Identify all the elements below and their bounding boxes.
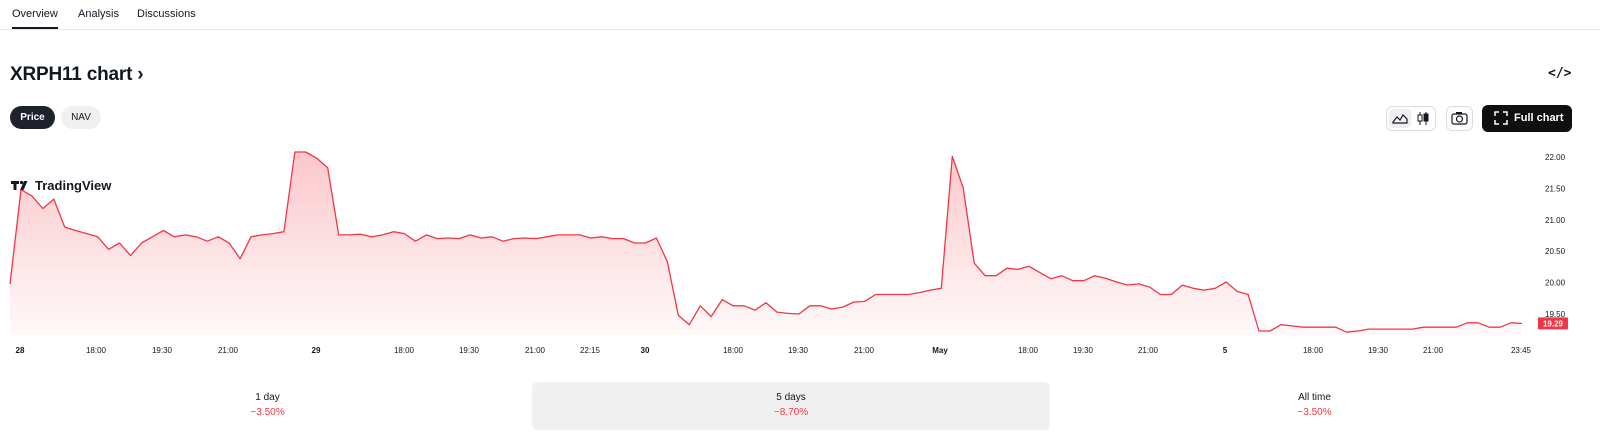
x-tick-label: 21:00 xyxy=(854,346,875,355)
price-toggle[interactable]: Price xyxy=(10,106,55,129)
tab-overview[interactable]: Overview xyxy=(12,8,58,29)
price-area-fill xyxy=(10,152,1522,335)
period-label: 5 days xyxy=(776,392,806,403)
chart-title-link[interactable]: XRPH11 chart › xyxy=(10,64,144,85)
x-tick-label: 19:30 xyxy=(459,346,480,355)
y-tick-label: 21.00 xyxy=(1545,216,1566,225)
x-tick-label: 18:00 xyxy=(394,346,415,355)
price-series-line xyxy=(9,151,1523,333)
x-tick-label: 18:00 xyxy=(86,346,107,355)
x-tick-label: 29 xyxy=(312,346,321,355)
x-tick-label: 22:15 xyxy=(580,346,601,355)
embed-code-icon[interactable]: </> xyxy=(1548,66,1572,81)
tradingview-logo-icon xyxy=(11,180,28,190)
x-tick-label: 19:30 xyxy=(1368,346,1389,355)
x-tick-label: 23:45 xyxy=(1511,346,1532,355)
y-tick-label: 22.00 xyxy=(1545,153,1566,162)
x-tick-label: 18:00 xyxy=(723,346,744,355)
x-tick-label: 18:00 xyxy=(1018,346,1039,355)
tab-discussions[interactable]: Discussions xyxy=(137,8,196,20)
x-tick-label: 21:00 xyxy=(525,346,546,355)
tradingview-wordmark: TradingView xyxy=(35,178,112,193)
tab-bar: Overview Analysis Discussions xyxy=(0,0,1600,30)
y-tick-label: 19.50 xyxy=(1545,310,1566,319)
period-1-day[interactable]: 1 day −3.50% xyxy=(10,382,525,430)
x-tick-label: May xyxy=(932,346,948,355)
fullscreen-icon xyxy=(1494,111,1508,125)
period-change: −8.70% xyxy=(773,407,809,418)
y-tick-label: 21.50 xyxy=(1545,184,1566,193)
period-5-days[interactable]: 5 days −8.70% xyxy=(532,382,1050,430)
x-tick-label: 5 xyxy=(1223,346,1228,355)
x-tick-label: 18:00 xyxy=(1303,346,1324,355)
y-tick-label: 20.50 xyxy=(1545,247,1566,256)
tradingview-watermark: TradingView xyxy=(11,178,112,193)
period-all-time[interactable]: All time −3.50% xyxy=(1057,382,1572,430)
x-tick-label: 30 xyxy=(641,346,650,355)
full-chart-label: Full chart xyxy=(1514,112,1564,124)
x-tick-label: 19:30 xyxy=(788,346,809,355)
period-change: −3.50% xyxy=(250,407,285,418)
period-change: −3.50% xyxy=(1297,407,1332,418)
x-tick-label: 19:30 xyxy=(1073,346,1094,355)
y-tick-label: 20.00 xyxy=(1545,279,1566,288)
period-label: All time xyxy=(1298,392,1331,403)
camera-icon[interactable] xyxy=(1446,106,1473,131)
x-tick-label: 28 xyxy=(16,346,25,355)
last-price-label: 19.29 xyxy=(1538,317,1568,330)
nav-toggle[interactable]: NAV xyxy=(61,106,101,129)
x-tick-label: 21:00 xyxy=(1138,346,1159,355)
x-tick-label: 19:30 xyxy=(152,346,173,355)
x-tick-label: 21:00 xyxy=(1423,346,1444,355)
x-tick-label: 21:00 xyxy=(218,346,239,355)
candlestick-icon[interactable] xyxy=(1412,109,1434,128)
svg-text:19.29: 19.29 xyxy=(1543,319,1564,328)
tab-analysis[interactable]: Analysis xyxy=(78,8,119,20)
chart-style-group xyxy=(1386,106,1436,131)
full-chart-button[interactable]: Full chart xyxy=(1482,105,1572,132)
area-style-icon[interactable] xyxy=(1389,109,1411,128)
period-label: 1 day xyxy=(255,392,280,403)
